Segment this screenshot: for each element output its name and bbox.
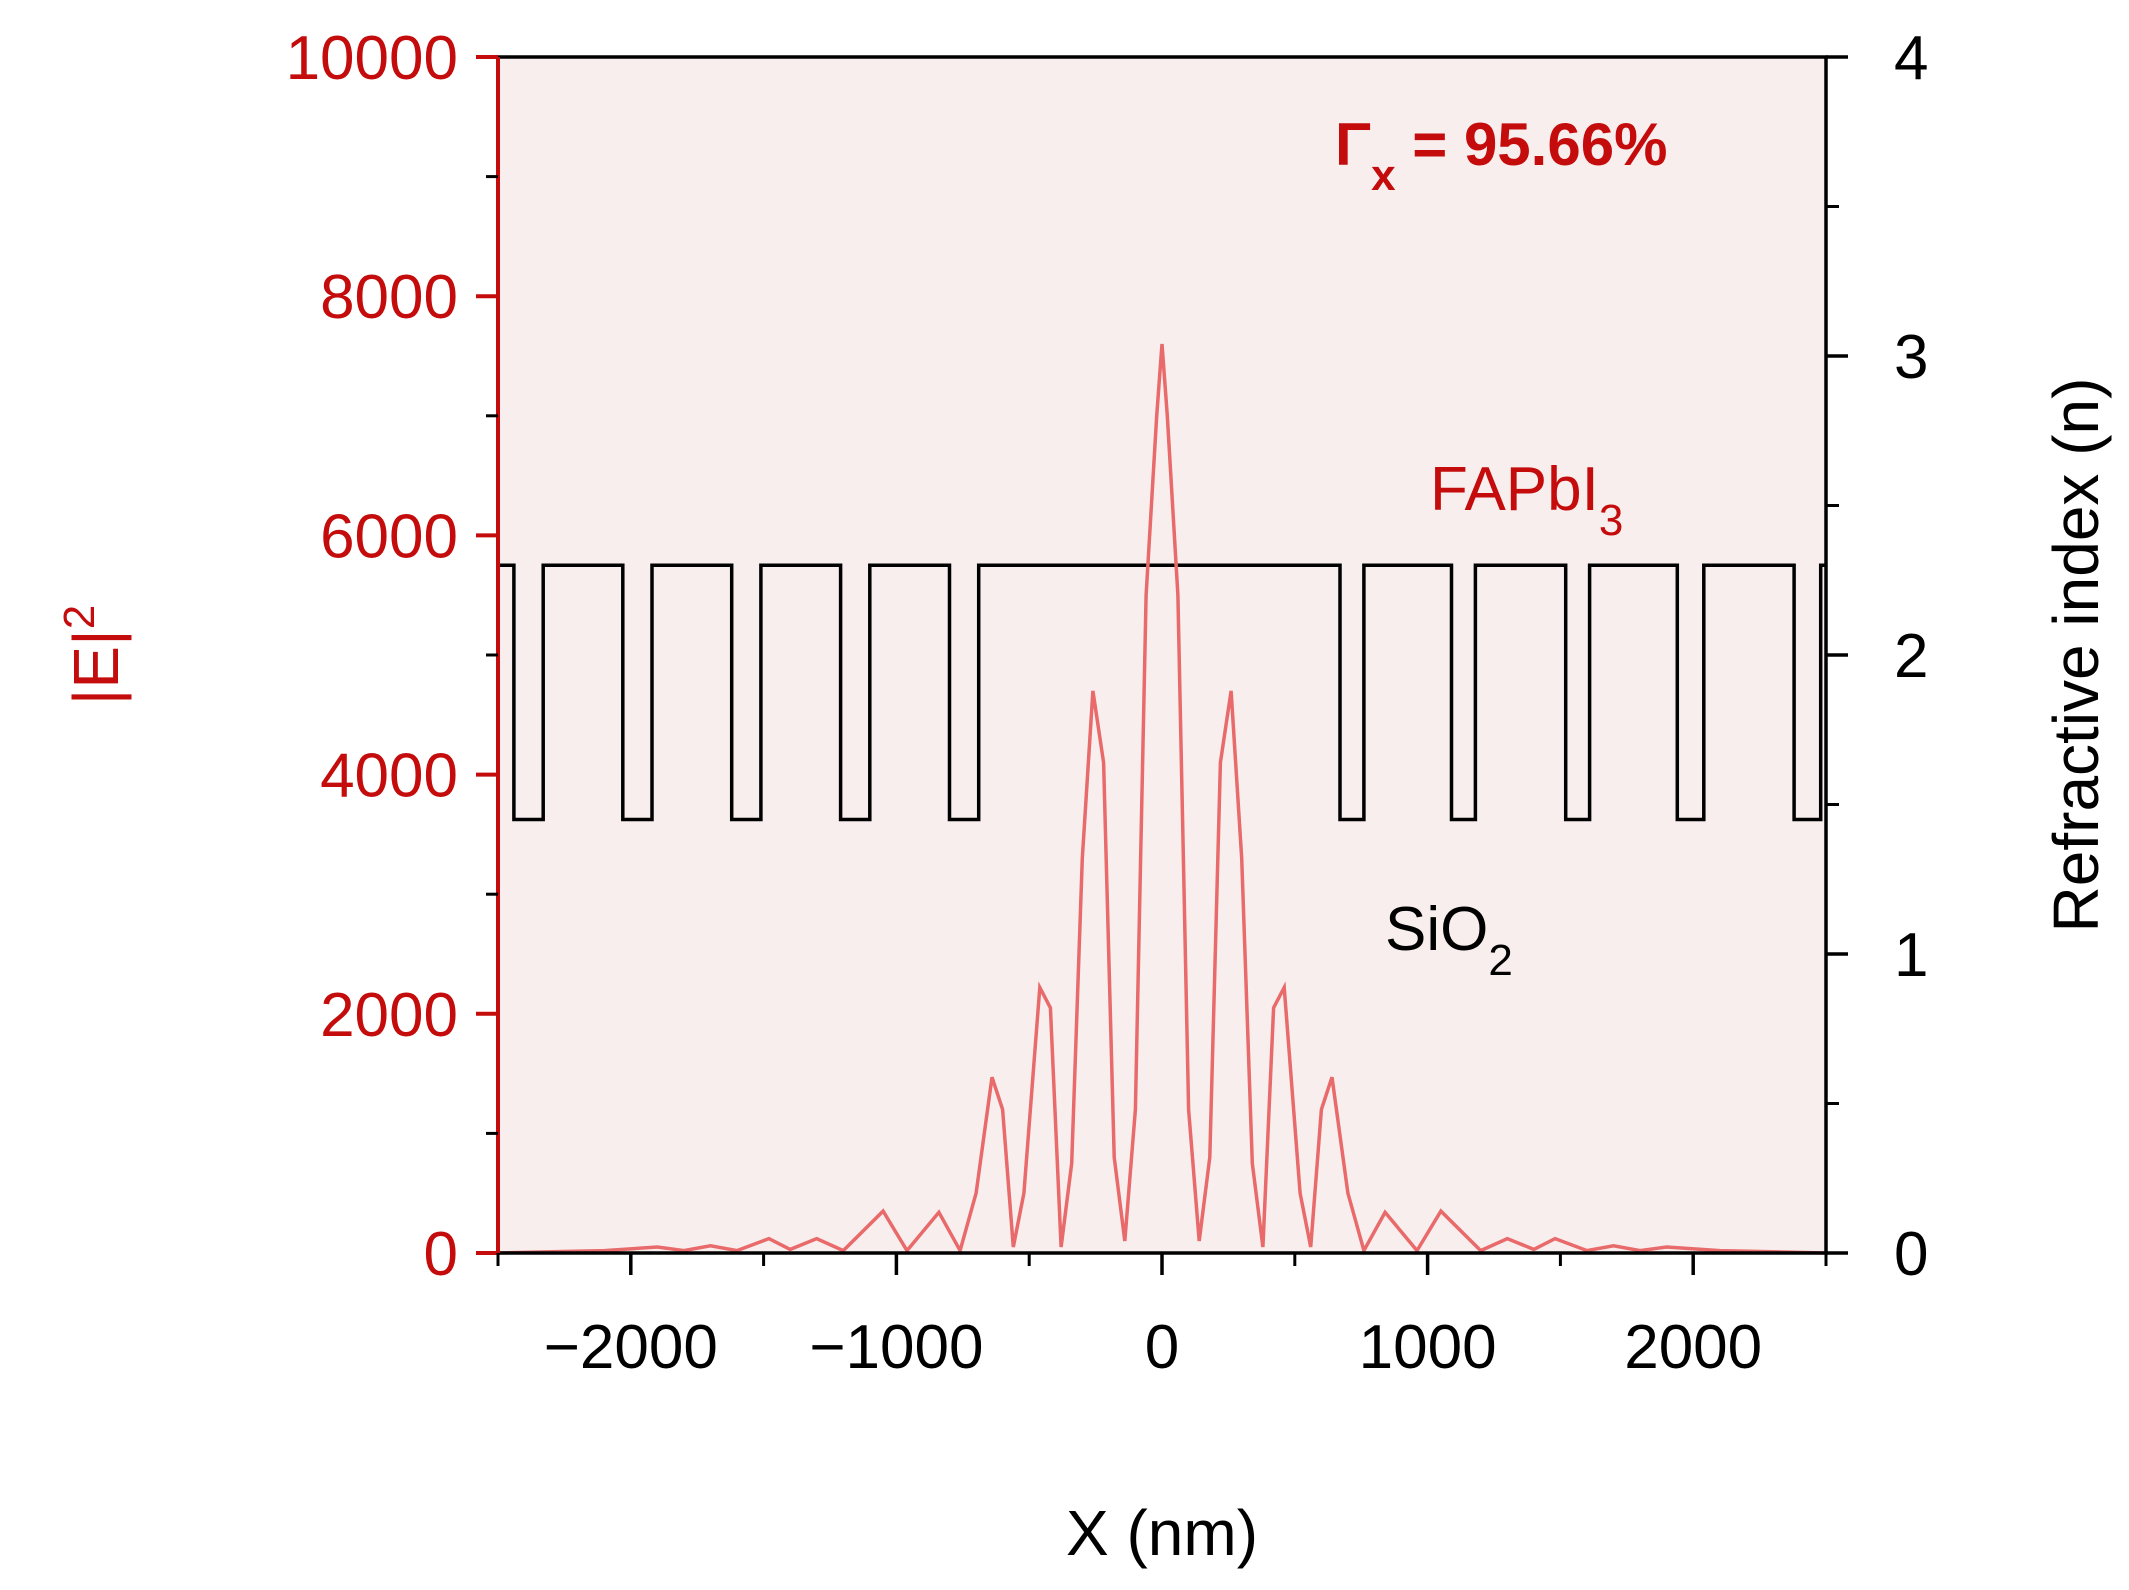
series-layer: [497, 343, 1827, 1256]
sio2-label-sub: 2: [1488, 936, 1512, 985]
y-left-tick-label: 0: [424, 1220, 458, 1289]
x-tick-label: 0: [1145, 1313, 1179, 1382]
y-left-tick-label: 4000: [320, 742, 458, 811]
fapbi3-label-sub: 3: [1599, 496, 1623, 545]
x-tick-label: 1000: [1359, 1313, 1497, 1382]
y-right-tick-label: 3: [1894, 323, 1928, 392]
y-left-axis-title-sup: 2: [55, 605, 104, 629]
y-right-tick-label: 2: [1894, 622, 1928, 691]
x-tick-label: 2000: [1624, 1313, 1762, 1382]
gamma-annotation: Γx = 95.66%: [1335, 111, 1667, 200]
x-tick-label: −1000: [809, 1313, 983, 1382]
plot-background-fill: [498, 57, 1826, 1253]
gamma-symbol: Γ: [1335, 111, 1371, 178]
field-intensity-series: [497, 343, 1827, 1256]
x-tick-label: −2000: [544, 1313, 718, 1382]
y-left-axis-title-main: |E|: [60, 629, 132, 705]
y-left-tick-label: 8000: [320, 263, 458, 332]
refractive-index-series: [498, 563, 1826, 822]
x-axis-title: X (nm): [1066, 1497, 1258, 1569]
y-right-tick-label: 0: [1894, 1220, 1928, 1289]
gamma-value: = 95.66%: [1396, 111, 1668, 178]
y-right-tick-label: 1: [1894, 921, 1928, 990]
y-left-axis-title: |E|2: [55, 605, 133, 705]
fapbi3-label: FAPbI3: [1430, 455, 1623, 545]
y-right-tick-label: 4: [1894, 24, 1928, 93]
gamma-subscript: x: [1371, 151, 1396, 200]
y-left-tick-label: 6000: [320, 502, 458, 571]
sio2-label: SiO2: [1385, 895, 1513, 985]
fapbi3-label-main: FAPbI: [1430, 455, 1599, 524]
y-left-tick-label: 2000: [320, 981, 458, 1050]
y-right-axis-title: Refractive index (n): [2040, 378, 2112, 933]
y-left-tick-label: 10000: [286, 24, 458, 93]
sio2-label-main: SiO: [1385, 895, 1488, 964]
ticks-layer: 0 2000 4000 6000 8000 10000 0 1 2 3 4 −2000 −1000 0 10…: [286, 24, 1929, 1382]
